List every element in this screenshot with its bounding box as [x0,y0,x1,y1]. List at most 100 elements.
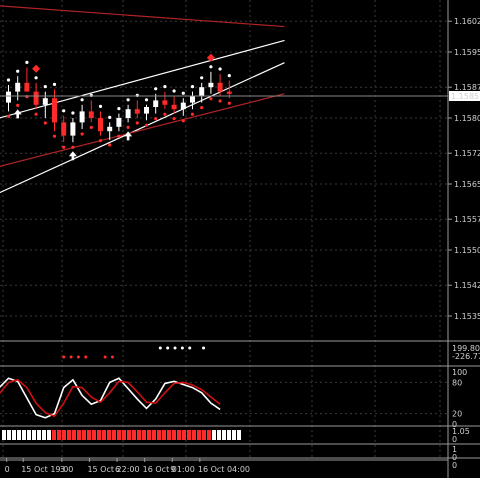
dots-panel-label-top: 199.804 [452,344,480,353]
state-bar [112,430,116,440]
oscillator-tick-label: 100 [452,368,467,377]
candle-body [199,87,205,96]
trend-lines[interactable] [0,5,285,194]
oscillator-line [0,377,221,419]
state-bar [167,430,171,440]
support-dot [190,112,195,116]
candle-body [226,91,232,94]
state-bar [207,430,211,440]
support-dot [71,145,75,149]
resistance-dot [190,85,195,89]
candle-body [52,98,57,123]
state-bar [12,430,16,440]
state-bar [102,430,106,440]
resistance-dot [144,98,149,102]
state-bar [92,430,96,440]
oscillator-tick-label: 20 [452,410,462,419]
support-dot [200,106,204,110]
support-dot [62,145,66,149]
support-dot [25,95,29,99]
state-bar [217,430,221,440]
state-bar [42,430,46,440]
price-tick-label: 1.1542 [454,281,480,290]
resistance-dot [181,91,185,95]
state-bar [197,430,201,440]
buy-arrow-icon [124,131,133,141]
candle-body [208,82,214,88]
support-dot [34,112,38,116]
resistance-dot [218,67,222,71]
price-tick-label: 1.1595 [454,48,480,57]
time-tick-label: 9 [170,465,175,474]
state-bar [137,430,141,440]
candle-body [6,91,11,103]
time-tick-label: 6 [115,465,120,474]
buy-arrow-icon [13,109,22,119]
candle-body [153,100,159,107]
candle-body [70,122,76,136]
sell-diamond-icon [32,64,41,73]
support-dot [89,125,93,129]
price-tick-label: 1.1557 [454,215,480,224]
bar-panel-label-bottom: 0 [452,435,457,444]
trend-line [0,39,285,119]
trend-line [0,62,285,194]
oscillator-tick-label: 0 [452,420,457,429]
oscillator-line [0,378,221,418]
candle-body [134,109,140,114]
resistance-dot [98,104,103,108]
support-dot [80,132,84,136]
candle-body [217,82,223,92]
panel-dot [180,346,184,350]
time-tick-label: 0 [5,465,10,474]
resistance-dot [200,76,204,80]
candle-body [42,98,48,105]
support-dot [6,114,11,118]
state-bar [97,430,101,440]
candle-body [116,118,122,127]
resistance-dot [16,69,20,73]
state-bar [172,430,176,440]
bar-panel-label-top: 1.05 [452,427,470,436]
support-dot [135,121,139,125]
candle-body [180,102,186,110]
support-dot [209,97,213,101]
support-dot [52,134,57,138]
dots-panel-label-bottom: -226.77 [452,352,480,361]
state-bar [122,430,126,440]
candle-body [79,111,85,123]
price-tick-label: 1.1565 [454,180,480,189]
resistance-dot [62,109,66,113]
state-bar [132,430,136,440]
time-tick-label: 15 Oct 22:00 [87,465,139,474]
panel-dot [62,355,66,359]
state-bar [157,430,161,440]
resistance-dot [227,74,231,78]
support-dot [108,143,112,147]
support-dot [117,134,121,138]
time-tick-label: 16 Oct 04:00 [198,465,250,474]
support-dot [126,125,130,129]
resistance-dot [172,89,176,93]
state-bar [142,430,146,440]
state-bar [117,430,121,440]
state-bar [182,430,186,440]
state-bar [202,430,206,440]
price-tick-label: 1.1572 [454,149,480,158]
state-bar [37,430,41,440]
panel-dot [158,346,162,350]
state-bar [17,430,21,440]
candle-body [33,91,39,105]
state-bar [187,430,191,440]
state-bar [212,430,216,440]
oscillator-tick-label: 80 [452,378,462,387]
panel-dot [166,346,170,350]
resistance-dot [209,65,213,69]
panel-dot [110,355,114,359]
buy-arrow-icon [68,151,77,161]
candle-body [162,100,168,105]
grid [0,0,448,460]
